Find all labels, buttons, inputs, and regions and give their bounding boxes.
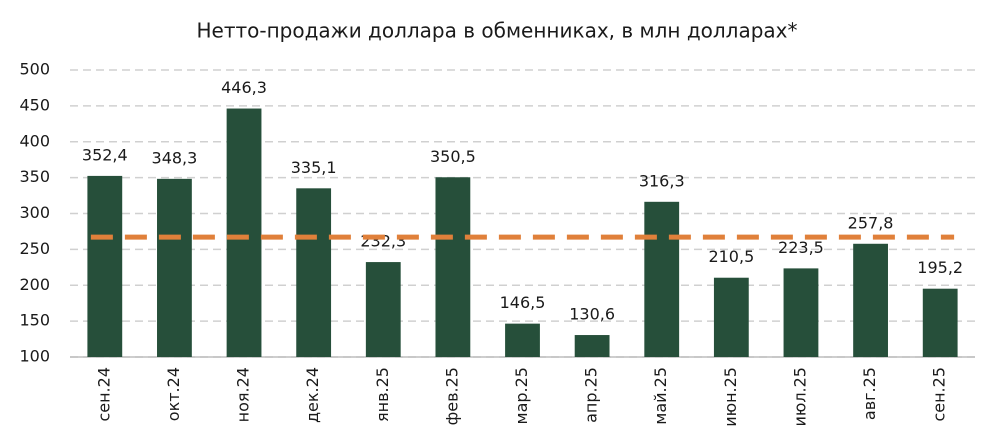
y-tick-label: 250 xyxy=(19,239,50,258)
y-tick-label: 300 xyxy=(19,203,50,222)
x-tick-label: дек.24 xyxy=(303,367,322,423)
bar xyxy=(435,177,471,357)
bar xyxy=(87,175,123,357)
bar xyxy=(157,178,192,357)
y-tick-label: 400 xyxy=(19,131,50,150)
value-label: 446,3 xyxy=(221,78,267,97)
x-tick-label: авг.25 xyxy=(860,367,879,420)
bar xyxy=(296,188,332,357)
x-tick-label: июл.25 xyxy=(790,367,809,427)
value-label: 210,5 xyxy=(708,247,754,266)
value-label: 316,3 xyxy=(639,171,685,190)
value-label: 348,3 xyxy=(152,148,198,167)
x-tick-label: янв.25 xyxy=(373,367,392,422)
bar xyxy=(226,108,262,357)
value-label: 232,3 xyxy=(360,232,406,251)
x-tick-label: апр.25 xyxy=(582,367,601,423)
bar xyxy=(505,323,540,357)
value-label: 335,1 xyxy=(291,158,337,177)
value-label: 130,6 xyxy=(569,305,615,324)
y-tick-label: 100 xyxy=(19,347,50,366)
y-tick-label: 200 xyxy=(19,275,50,294)
bar xyxy=(922,288,958,357)
value-label: 146,5 xyxy=(500,293,546,312)
value-label: 257,8 xyxy=(848,213,894,232)
x-tick-label: мар.25 xyxy=(512,367,531,424)
value-label: 352,4 xyxy=(82,145,128,164)
x-tick-label: сен.24 xyxy=(94,367,113,422)
bar xyxy=(853,243,888,357)
x-tick-label: сен.25 xyxy=(930,367,949,422)
chart-title: Нетто-продажи доллара в обменниках, в мл… xyxy=(196,19,797,43)
x-tick-label: июн.25 xyxy=(721,367,740,427)
x-tick-label: ноя.24 xyxy=(234,367,253,422)
x-tick-label: окт.24 xyxy=(164,367,183,421)
x-tick-label: фев.25 xyxy=(442,367,461,425)
bar xyxy=(574,335,610,357)
value-label: 195,2 xyxy=(917,258,963,277)
bar xyxy=(365,262,401,357)
bar xyxy=(644,201,680,357)
x-tick-label: май.25 xyxy=(651,367,670,425)
y-tick-label: 350 xyxy=(19,167,50,186)
y-tick-label: 450 xyxy=(19,95,50,114)
bar xyxy=(783,268,819,357)
y-tick-label: 150 xyxy=(19,311,50,330)
y-tick-label: 500 xyxy=(19,60,50,79)
value-label: 223,5 xyxy=(778,238,824,257)
value-label: 350,5 xyxy=(430,147,476,166)
bar xyxy=(713,277,749,357)
